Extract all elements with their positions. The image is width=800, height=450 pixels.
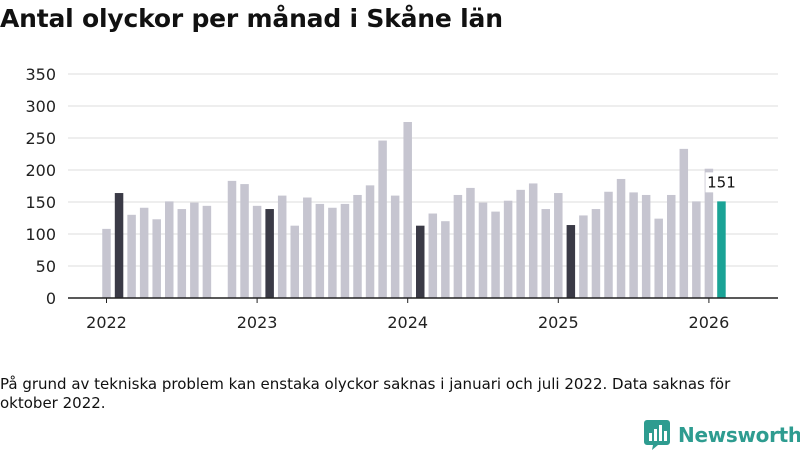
bar [453,194,463,298]
y-tick-label: 50 [36,257,56,276]
bar [616,178,626,298]
x-tick-label: 2026 [689,313,730,332]
footnote: På grund av tekniska problem kan enstaka… [0,375,731,412]
bar [416,225,425,298]
bar [139,207,149,298]
bar [629,192,638,298]
bar [591,209,601,298]
bar [340,203,350,298]
bar [353,194,362,298]
bar [177,209,187,298]
chart-title: Antal olyckor per månad i Skåne län [0,4,503,33]
bar [466,187,475,298]
bar [303,197,312,298]
y-tick-label: 200 [25,161,56,180]
bar [240,184,249,298]
y-tick-label: 300 [25,97,56,116]
bar [252,205,262,298]
bar [328,207,337,298]
bar [114,193,124,298]
bar [227,180,237,298]
bar [579,215,588,298]
x-tick-label: 2023 [237,313,278,332]
y-tick-label: 350 [25,65,56,84]
bar [503,200,513,298]
annotations: 151 [705,172,738,193]
bars [102,122,726,298]
bar [554,193,563,298]
bar [667,194,676,298]
x-tick-label: 2022 [86,313,127,332]
bar [717,201,726,298]
bar [102,228,111,298]
y-tick-label: 100 [25,225,56,244]
bar [566,225,576,298]
bar [478,202,488,298]
bar [152,219,161,298]
bar [378,140,387,298]
y-tick-label: 250 [25,129,56,148]
bar [165,201,174,298]
bar [679,148,689,298]
bar [265,209,274,298]
bar [290,225,299,298]
bar [491,211,500,298]
bar [277,195,287,298]
data-label: 151 [707,173,736,191]
bar [528,183,538,298]
x-tick-label: 2025 [538,313,579,332]
brand-logo: Newsworthy [644,420,800,450]
bar [654,218,663,298]
y-axis-labels: 0 50 100 150 200 250 300 350 [25,65,56,308]
bar [541,209,550,298]
chart-logo-icon [644,420,670,450]
bar [692,201,701,298]
bar [441,221,450,298]
annotation-backdrop [705,172,738,193]
y-tick-label: 150 [25,193,56,212]
bar [365,185,375,298]
bar [315,203,325,298]
y-tick-label: 0 [46,289,56,308]
bar [127,214,136,298]
bar [516,189,525,298]
bar [202,205,212,298]
x-tick-label: 2024 [387,313,428,332]
bar [428,213,438,298]
bar [390,195,400,298]
bar [641,194,651,298]
bar [704,168,714,298]
bar [190,202,199,298]
brand-name: Newsworthy [678,423,800,447]
x-axis: 2022 2023 2024 2025 2026 [68,297,778,332]
bar [604,191,613,298]
bar [403,122,412,298]
